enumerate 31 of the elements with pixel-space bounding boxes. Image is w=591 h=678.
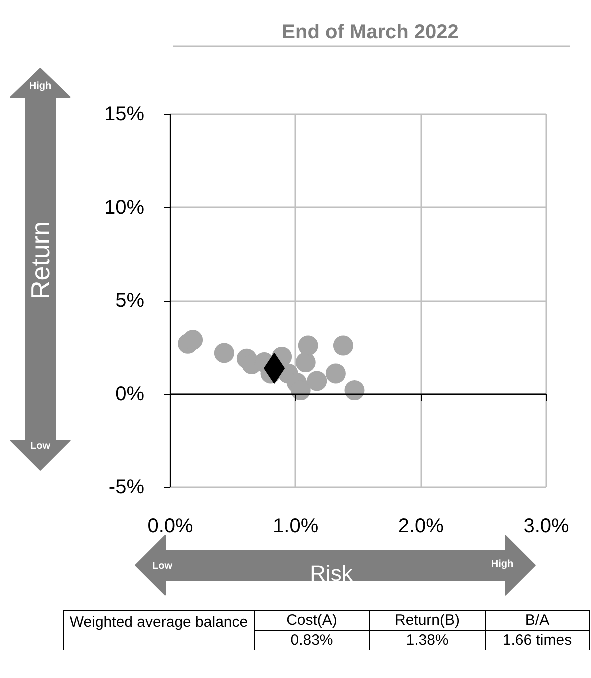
text: Weighted average balance [70, 614, 248, 631]
point [307, 371, 328, 392]
y-tick-label: 10% [104, 196, 145, 219]
x-tick-label: 3.0% [524, 516, 570, 538]
text: Low [30, 441, 51, 452]
text: Cost(A) [286, 612, 338, 629]
y-axis-title: Return [26, 221, 56, 300]
point [326, 364, 346, 384]
point [296, 352, 316, 373]
point [344, 380, 365, 400]
text: 1.66 times [502, 632, 572, 649]
point [333, 336, 354, 356]
point [298, 336, 318, 356]
y-tick-label: 5% [116, 290, 145, 312]
y-tick-label: -5% [108, 476, 145, 498]
chart-title: End of March 2022 [282, 22, 459, 44]
text: Low [152, 561, 173, 572]
x-tick-label: 1.0% [273, 516, 319, 538]
text: 0.83% [290, 632, 334, 649]
x-axis-title: Risk [310, 561, 354, 586]
text: Return(B) [394, 612, 460, 629]
text: High [491, 559, 514, 570]
text: 1.38% [406, 632, 449, 649]
y-tick-label: 15% [104, 104, 145, 126]
text: B/A [525, 612, 550, 629]
y-tick-label: 0% [116, 383, 145, 406]
point [183, 330, 204, 350]
point [214, 343, 234, 364]
x-tick-label: 0.0% [148, 516, 194, 538]
x-tick-label: 2.0% [398, 516, 444, 538]
text: High [29, 81, 52, 92]
